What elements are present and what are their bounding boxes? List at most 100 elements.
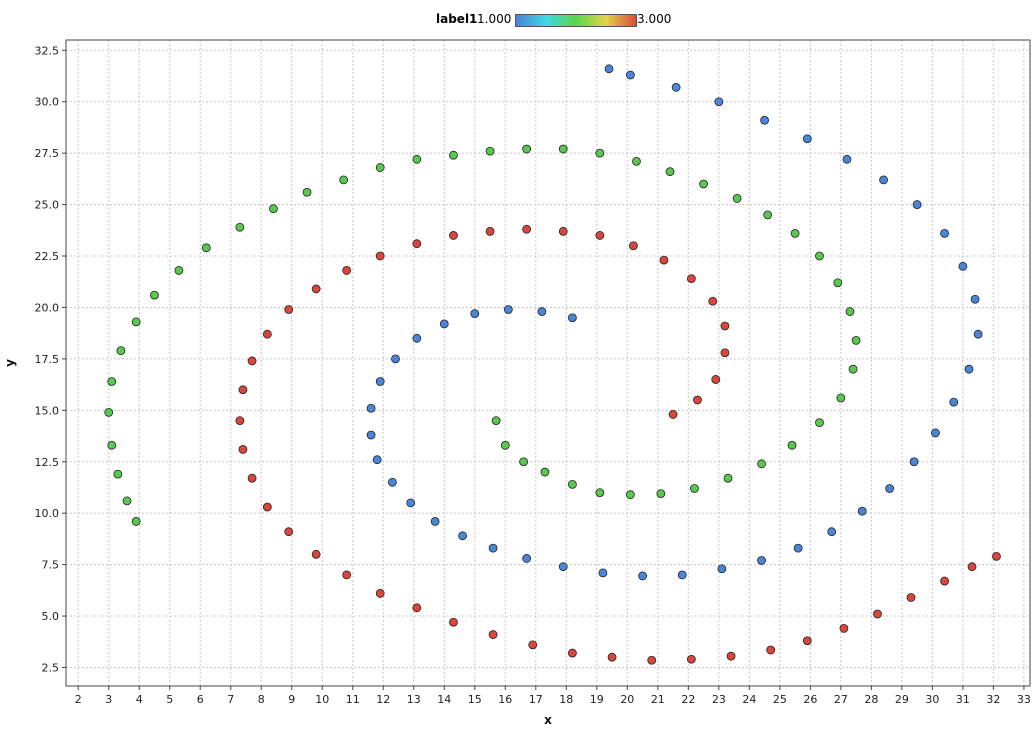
data-point — [909, 457, 919, 467]
data-point — [802, 134, 812, 144]
data-point — [528, 640, 538, 650]
y-tick-label: 2.5 — [42, 661, 60, 674]
x-tick-label: 28 — [864, 693, 878, 706]
x-tick-label: 8 — [258, 693, 265, 706]
y-axis-title: y — [3, 359, 17, 367]
data-point — [970, 294, 980, 304]
x-tick-label: 26 — [803, 693, 817, 706]
data-point — [857, 506, 867, 516]
data-point — [235, 416, 245, 426]
data-point — [802, 636, 812, 646]
x-tick-label: 4 — [136, 693, 143, 706]
data-point — [717, 564, 727, 574]
data-point — [485, 146, 495, 156]
data-point — [284, 305, 294, 314]
x-tick-label: 10 — [315, 693, 329, 706]
x-tick-label: 13 — [407, 693, 421, 706]
data-point — [595, 148, 605, 158]
data-point — [412, 603, 422, 613]
data-point — [247, 356, 257, 366]
x-tick-label: 19 — [590, 693, 604, 706]
data-point — [122, 496, 132, 506]
data-point — [412, 333, 422, 343]
data-point — [973, 329, 983, 339]
data-point — [439, 319, 449, 329]
data-point — [625, 490, 635, 500]
data-point — [391, 354, 400, 364]
data-point — [247, 473, 257, 483]
data-point — [150, 290, 159, 300]
x-tick-label: 6 — [197, 693, 204, 706]
x-tick-label: 7 — [227, 693, 234, 706]
grid-layer — [66, 40, 1030, 686]
data-point — [104, 407, 114, 417]
x-tick-label: 17 — [529, 693, 543, 706]
data-point — [339, 175, 349, 185]
data-point — [708, 296, 718, 306]
data-point — [787, 440, 797, 450]
x-tick-label: 27 — [834, 693, 848, 706]
data-point — [537, 307, 547, 316]
y-tick-label: 10.0 — [35, 507, 60, 520]
data-point — [262, 502, 272, 512]
data-point — [879, 175, 888, 185]
data-point — [372, 455, 382, 465]
x-tick-label: 25 — [773, 693, 787, 706]
y-axis: 2.5 5.0 7.5 10.0 12.5 15.0 17.5 20.0 22.5 25.0 27.… — [35, 44, 66, 674]
data-point — [656, 489, 666, 499]
data-point — [638, 571, 647, 581]
color-legend: label1 1.000 3.000 — [0, 8, 1032, 28]
y-tick-label: 25.0 — [35, 199, 60, 212]
data-point — [760, 115, 769, 125]
x-tick-label: 30 — [925, 693, 939, 706]
data-point — [659, 255, 669, 265]
data-point — [720, 348, 730, 358]
data-point — [568, 313, 577, 323]
data-point — [763, 210, 773, 220]
x-tick-label: 22 — [681, 693, 695, 706]
x-tick-label: 18 — [559, 693, 573, 706]
legend-colorbar — [515, 14, 637, 27]
y-tick-label: 20.0 — [35, 301, 60, 314]
x-tick-label: 16 — [498, 693, 512, 706]
data-point — [665, 167, 675, 177]
legend-title: label1 — [436, 12, 478, 26]
data-point — [790, 228, 800, 238]
data-point — [851, 335, 861, 345]
data-point — [845, 307, 855, 316]
y-tick-label: 22.5 — [35, 250, 60, 263]
data-point — [827, 527, 837, 537]
data-point — [491, 416, 501, 426]
data-point — [766, 645, 776, 655]
y-tick-label: 7.5 — [42, 559, 60, 572]
legend-max-label: 3.000 — [637, 12, 672, 26]
data-point — [949, 397, 959, 407]
data-point — [519, 457, 528, 467]
data-point — [238, 385, 248, 395]
data-point — [375, 251, 385, 261]
x-tick-label: 9 — [288, 693, 295, 706]
data-point — [503, 305, 513, 314]
x-tick-label: 31 — [956, 693, 970, 706]
data-point — [540, 467, 550, 477]
data-point — [839, 623, 849, 633]
data-point — [940, 228, 949, 238]
data-point — [632, 156, 641, 166]
data-point — [113, 469, 123, 479]
data-point — [793, 543, 803, 553]
x-tick-label: 33 — [1017, 693, 1031, 706]
x-tick-label: 11 — [346, 693, 360, 706]
data-point — [906, 593, 916, 602]
points-layer — [104, 64, 1001, 665]
data-point — [912, 200, 922, 209]
data-point — [412, 154, 422, 164]
data-point — [311, 549, 321, 559]
data-point — [488, 630, 498, 639]
data-point — [522, 554, 532, 563]
x-tick-label: 12 — [376, 693, 390, 706]
data-point — [598, 568, 608, 578]
x-axis-title: x — [544, 713, 552, 727]
data-point — [238, 445, 248, 454]
data-point — [629, 241, 638, 251]
data-point — [595, 231, 605, 240]
